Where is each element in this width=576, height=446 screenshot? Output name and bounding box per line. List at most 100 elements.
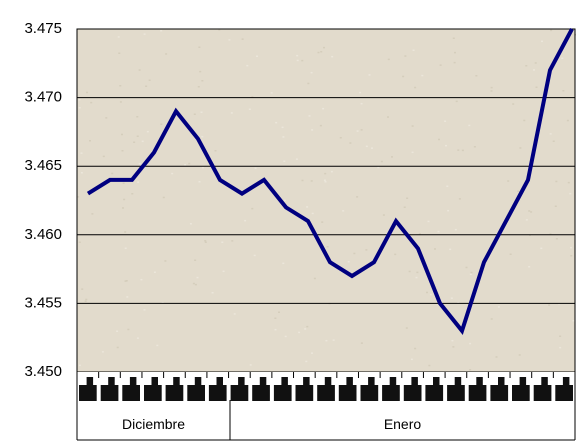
background-speckle — [490, 318, 493, 320]
background-speckle — [534, 62, 537, 64]
x-tick-block-top — [368, 377, 375, 386]
background-speckle — [278, 311, 280, 313]
background-speckle — [251, 207, 254, 210]
background-speckle — [405, 327, 408, 329]
background-speckle — [78, 364, 81, 367]
background-speckle — [141, 140, 144, 143]
background-speckle — [447, 209, 450, 212]
background-speckle — [332, 339, 335, 341]
background-speckle — [410, 358, 413, 361]
background-speckle — [445, 144, 447, 147]
background-speckle — [457, 302, 460, 304]
x-tick-block — [533, 385, 552, 401]
plot-area — [77, 29, 575, 372]
background-speckle — [296, 59, 299, 62]
background-speckle — [450, 297, 453, 299]
x-tick-block-top — [454, 377, 462, 386]
background-speckle — [78, 98, 81, 101]
background-speckle — [541, 40, 543, 43]
background-speckle — [80, 172, 83, 174]
background-speckle — [146, 130, 149, 133]
background-speckle — [454, 228, 457, 231]
background-speckle — [119, 101, 122, 103]
background-speckle — [256, 55, 258, 57]
background-speckle — [80, 152, 83, 154]
background-speckle — [421, 74, 424, 77]
x-tick-block-top — [173, 377, 180, 386]
background-speckle — [246, 64, 249, 67]
background-speckle — [118, 52, 121, 54]
background-speckle — [519, 147, 522, 149]
background-speckle — [470, 271, 473, 274]
x-tick-block — [187, 385, 205, 401]
background-speckle — [323, 46, 325, 49]
background-speckle — [218, 29, 221, 31]
background-speckle — [475, 75, 478, 77]
background-speckle — [525, 65, 528, 67]
background-speckle — [342, 210, 345, 212]
background-speckle — [411, 151, 414, 154]
x-tick-block — [122, 385, 140, 401]
background-speckle — [434, 248, 436, 250]
background-speckle — [188, 162, 191, 165]
background-speckle — [469, 273, 472, 276]
background-speckle — [552, 140, 555, 142]
background-speckle — [339, 137, 342, 139]
background-speckle — [91, 213, 94, 215]
background-speckle — [127, 328, 130, 331]
x-tick-block-top — [151, 377, 158, 386]
background-speckle — [131, 193, 134, 195]
background-speckle — [102, 155, 105, 158]
background-speckle — [426, 291, 428, 294]
background-speckle — [349, 142, 352, 144]
background-speckle — [311, 129, 314, 131]
background-speckle — [145, 85, 148, 87]
background-speckle — [406, 197, 409, 199]
x-tick-block — [79, 385, 97, 401]
background-speckle — [429, 293, 432, 296]
background-speckle — [517, 190, 520, 192]
background-speckle — [307, 82, 310, 85]
background-speckle — [550, 29, 553, 32]
background-speckle — [377, 166, 380, 169]
background-speckle — [161, 302, 164, 304]
background-speckle — [418, 233, 421, 235]
background-speckle — [311, 212, 314, 215]
background-speckle — [353, 252, 356, 255]
background-speckle — [160, 123, 163, 125]
x-tick-block — [208, 385, 227, 401]
background-speckle — [360, 129, 363, 131]
background-speckle — [387, 116, 389, 118]
background-speckle — [143, 33, 146, 35]
background-speckle — [523, 119, 526, 122]
background-speckle — [201, 166, 204, 169]
background-speckle — [319, 124, 322, 127]
background-speckle — [322, 107, 325, 110]
x-tick-block — [425, 385, 444, 401]
background-speckle — [138, 69, 141, 71]
x-tick-block — [165, 385, 184, 401]
background-speckle — [301, 179, 304, 182]
background-speckle — [453, 61, 456, 64]
background-speckle — [382, 214, 385, 216]
background-speckle — [90, 101, 93, 104]
y-tick-label: 3.460 — [24, 226, 62, 243]
background-speckle — [81, 288, 84, 290]
x-tick-block-top — [476, 377, 483, 386]
background-speckle — [313, 277, 316, 280]
background-speckle — [116, 346, 119, 349]
background-speckle — [117, 36, 120, 38]
background-speckle — [360, 342, 363, 344]
background-speckle — [414, 86, 417, 89]
background-speckle — [444, 120, 447, 122]
background-speckle — [222, 270, 225, 273]
background-speckle — [525, 219, 528, 221]
background-speckle — [359, 91, 362, 94]
background-speckle — [306, 325, 309, 328]
background-speckle — [143, 309, 146, 311]
x-tick-block — [382, 385, 400, 401]
background-speckle — [184, 164, 187, 166]
background-speckle — [490, 86, 493, 89]
x-tick-block — [490, 385, 509, 401]
background-speckle — [284, 335, 287, 338]
